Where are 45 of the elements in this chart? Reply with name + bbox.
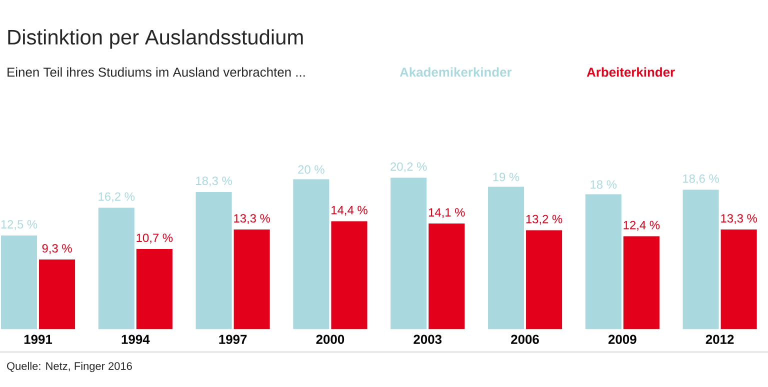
data-label: 14,1 % [428,208,465,218]
x-tick-label: 2009 [608,334,636,344]
data-label: 10,7 % [136,234,173,244]
data-label: 20,2 % [390,162,427,172]
bar [682,190,719,330]
x-tick-label: 2000 [316,334,344,344]
data-label: 19 % [493,172,520,182]
data-label: 18,3 % [196,176,232,186]
bar [293,179,330,330]
bar [720,230,757,330]
data-label: 13,3 % [721,214,757,224]
text: Arbeiterkinder [586,67,675,77]
x-tick-label: 1994 [122,334,150,344]
data-label: 14,4 % [332,206,368,216]
bar [331,221,368,330]
bar [98,208,134,330]
source-note: Quelle: Netz, Finger 2016 [7,362,132,372]
bar [390,178,427,330]
x-tick-label: 1991 [24,334,52,344]
data-label: 12,5 % [1,220,38,230]
data-label: 20 % [298,165,324,174]
bar [234,230,270,330]
bar [623,236,660,330]
data-label: 18 % [590,180,617,189]
chart-subtitle: Einen Teil ihres Studiums im Ausland verbrachten ... [8,67,305,77]
x-tick-label: 2006 [511,334,539,344]
bar [39,260,76,330]
x-tick-label: 2012 [706,334,734,344]
bar [428,224,465,330]
bar [585,194,622,330]
x-tick-label: 1997 [219,334,247,344]
bar [526,230,562,330]
text: Akademikerkinder [400,67,512,77]
data-label: 18,6 % [683,174,719,184]
data-label: 12,4 % [624,220,660,231]
chart-title: Distinktion per Auslandsstudium [8,29,303,49]
bar [196,192,232,330]
bar [0,236,38,330]
x-tick-label: 2003 [414,334,442,344]
bar [136,249,172,330]
data-label: 9,3 % [42,244,72,254]
data-label: 13,3 % [234,214,270,224]
data-label: 13,2 % [526,214,562,225]
bar [488,186,524,330]
data-label: 16,2 % [98,192,135,202]
